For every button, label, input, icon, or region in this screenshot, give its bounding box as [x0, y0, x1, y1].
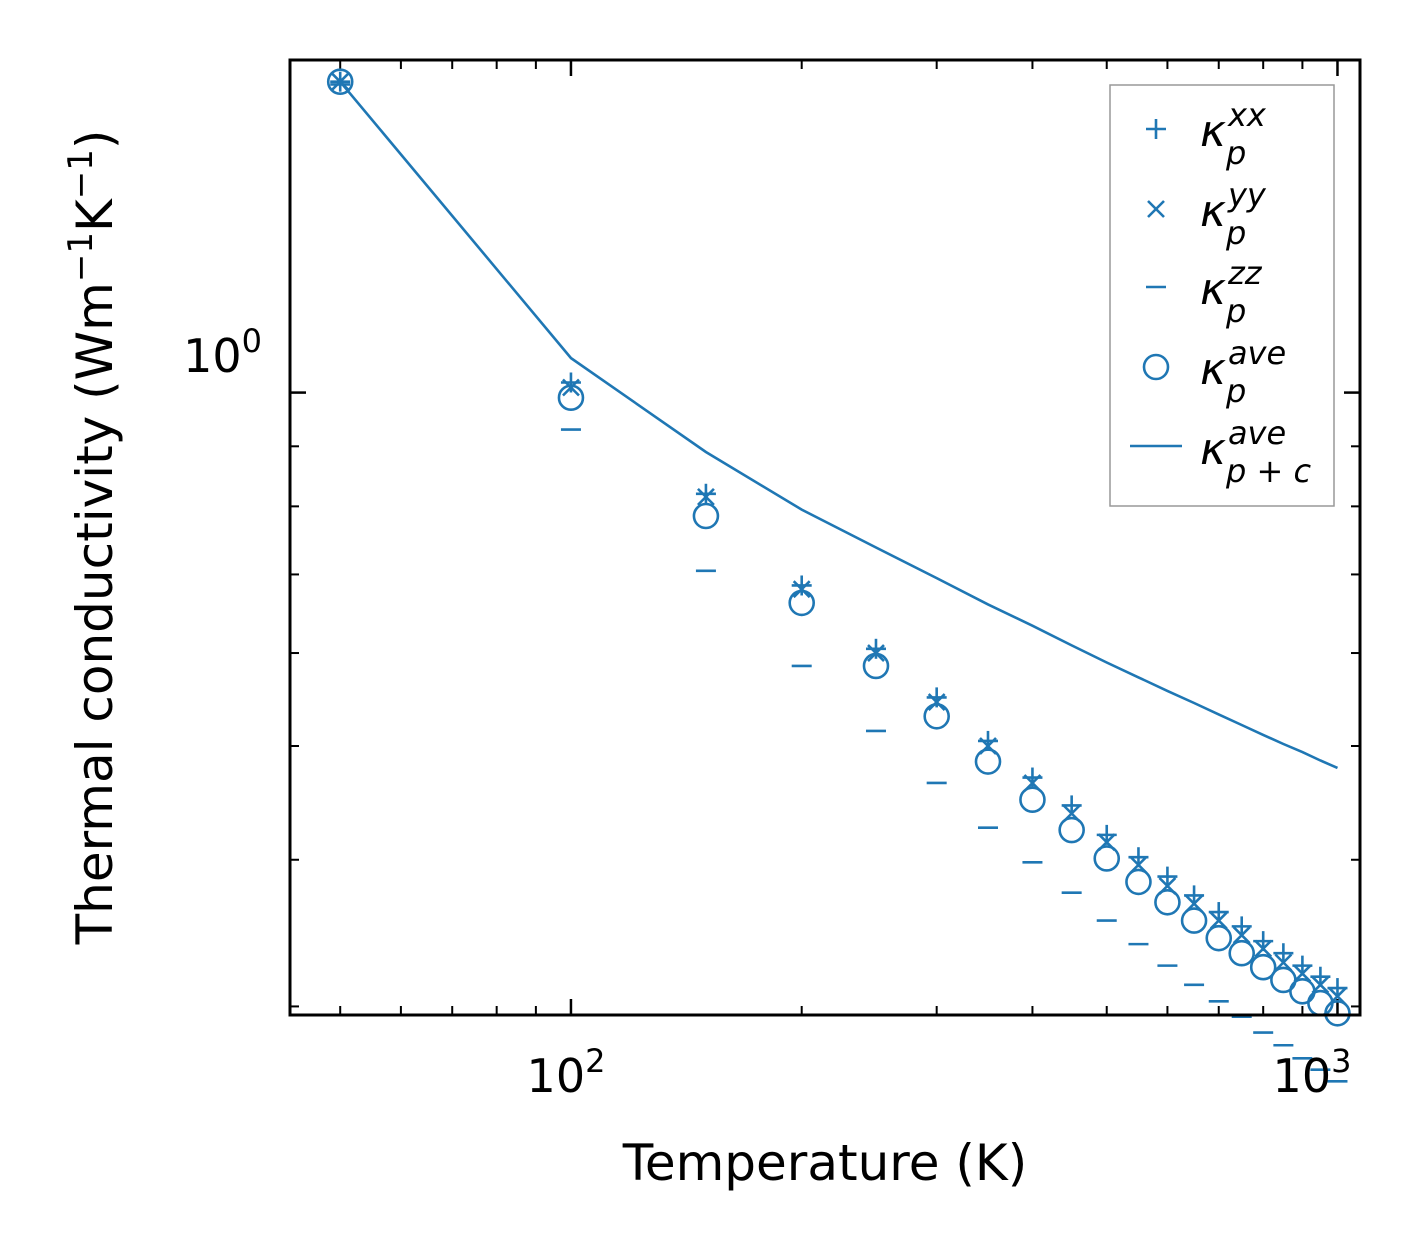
- data-point-kyy-d2: [792, 580, 811, 599]
- data-point-kxx: [865, 638, 886, 659]
- data-point-kyy: [927, 693, 946, 711]
- legend-label-ktot: κave p + c: [1200, 414, 1311, 490]
- data-point-kave: [1154, 888, 1181, 916]
- data-point-kyy: [792, 580, 811, 599]
- data-point-kave: [974, 748, 1002, 775]
- data-point-kyy-d2: [697, 487, 715, 506]
- legend-symbol-kxx: [1146, 119, 1166, 139]
- data-point-kave: [1019, 786, 1046, 814]
- legend-label-kyy: κyy p: [1200, 176, 1267, 252]
- legend-entry-kxx: κxx p: [1200, 96, 1267, 172]
- legend-label-kzz: κzz p: [1200, 254, 1263, 330]
- legend-symbol-kyy-d2: [1147, 200, 1165, 218]
- data-point-kxx: [1208, 902, 1229, 923]
- data-point-kyy: [697, 487, 715, 506]
- legend-box: [1109, 84, 1335, 507]
- data-point-kave: [1180, 907, 1208, 934]
- data-point-kave: [1324, 999, 1351, 1027]
- data-point-kyy: [1232, 926, 1251, 945]
- legend-label-kxx: κxx p: [1200, 96, 1267, 172]
- data-point-kave: [1228, 939, 1256, 967]
- data-point-kxx: [695, 483, 716, 504]
- data-point-kave: [923, 702, 950, 730]
- y-tick-label-1: 100: [183, 322, 262, 383]
- data-point-kyy-d2: [927, 693, 946, 711]
- x-tick-label-1000: 103: [1273, 1042, 1352, 1103]
- data-point-kyy-d2: [1254, 939, 1273, 958]
- data-point-kave: [1249, 953, 1277, 981]
- data-point-kave: [1205, 924, 1233, 952]
- legend-symbols: [1130, 119, 1182, 448]
- legend-entry-kave: κave p: [1200, 334, 1286, 410]
- data-point-kave: [326, 68, 354, 95]
- series-kzz: [330, 83, 1348, 1083]
- data-point-kxx: [1273, 943, 1294, 964]
- data-point-kave: [1093, 845, 1121, 872]
- series-kyy: [331, 72, 1347, 1006]
- legend-entry-ktot: κave p + c: [1200, 414, 1311, 490]
- legend-entry-kzz: κzz p: [1200, 254, 1263, 330]
- data-point-kyy-d2: [562, 378, 580, 397]
- data-point-kyy-d2: [1232, 926, 1251, 945]
- data-point-kave: [1058, 816, 1085, 844]
- data-point-kxx: [1157, 866, 1178, 887]
- plot-area: [326, 68, 1351, 1083]
- data-point-kave: [1270, 966, 1297, 994]
- data-point-kyy-d2: [1209, 911, 1228, 930]
- data-point-kyy-d2: [1293, 964, 1312, 983]
- data-point-kxx: [1231, 916, 1252, 937]
- legend-symbol-kyy: [1147, 200, 1165, 218]
- data-point-kyy: [1293, 964, 1312, 983]
- axes-frame: [288, 58, 1362, 1017]
- series-line-ktot: [339, 80, 1339, 770]
- legend-entry-kyy: κyy p: [1200, 176, 1267, 252]
- data-point-kyy: [1209, 911, 1228, 930]
- data-point-kave: [788, 589, 816, 617]
- legend: κxx p κyy p κzz p κave p κave p + c: [1109, 84, 1335, 507]
- data-point-kave: [1125, 868, 1152, 896]
- x-axis-label: Temperature (K): [622, 1134, 1027, 1192]
- data-point-kave: [862, 652, 890, 680]
- data-point-kave: [692, 502, 720, 530]
- legend-symbol-kave: [1142, 353, 1170, 381]
- y-axis-label: Thermal conductivity (Wm−1K−1): [61, 130, 124, 946]
- data-point-kave: [557, 384, 585, 412]
- data-point-kyy: [562, 378, 580, 397]
- x-tick-label-100: 102: [527, 1042, 606, 1103]
- data-point-kyy: [1254, 939, 1273, 958]
- legend-label-kave: κave p: [1200, 334, 1286, 410]
